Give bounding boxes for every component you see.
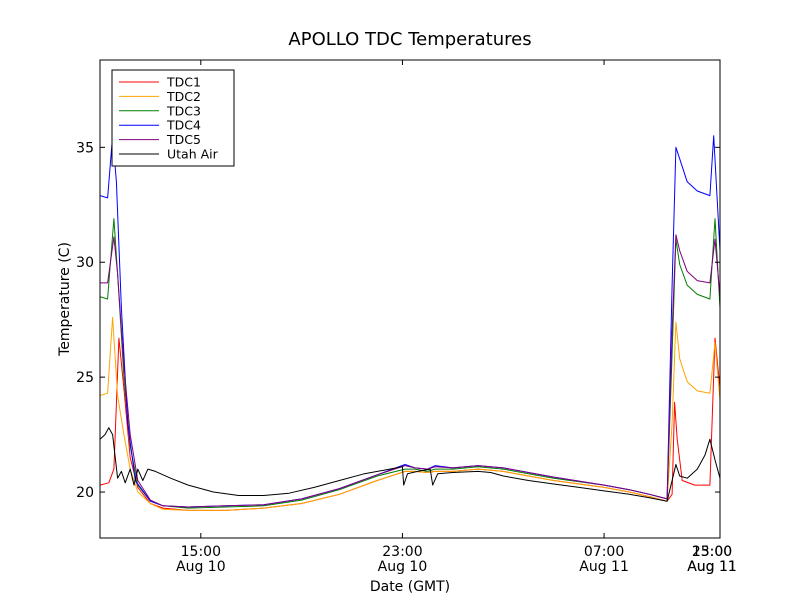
legend-label-tdc5: TDC5	[166, 132, 201, 147]
series-line-tdc2	[100, 316, 720, 511]
x-tick-label-date: Aug 10	[378, 559, 428, 575]
y-axis: 20 25 30 35	[76, 140, 720, 501]
x-tick-label-time: 23:00	[692, 544, 732, 560]
x-tick-label-date: Aug 11	[687, 559, 737, 575]
y-tick-label: 30	[76, 255, 94, 271]
x-tick-label-time: 23:00	[382, 544, 422, 560]
legend-label-tdc1: TDC1	[166, 75, 201, 90]
y-tick-label: 20	[76, 485, 94, 501]
series-line-utah-air	[100, 427, 720, 502]
chart-title: APOLLO TDC Temperatures	[288, 29, 531, 50]
legend-box	[111, 69, 235, 167]
plot-frame	[99, 59, 721, 539]
x-tick-label-date: Aug 11	[579, 559, 629, 575]
series-line-tdc5	[100, 234, 720, 508]
x-tick-label-time: 07:00	[584, 544, 624, 560]
legend-label-utah-air: Utah Air	[167, 147, 219, 162]
x-tick-label-time: 15:00	[181, 544, 221, 560]
y-tick-label: 25	[76, 370, 94, 386]
y-tick-label: 35	[76, 140, 94, 156]
legend-label-tdc2: TDC2	[166, 89, 201, 104]
y-axis-label: Temperature (C)	[57, 242, 73, 357]
x-tick-label-date: Aug 10	[176, 559, 226, 575]
series-layer	[100, 135, 720, 511]
x-axis-label: Date (GMT)	[370, 579, 450, 595]
legend-label-tdc3: TDC3	[166, 103, 201, 118]
x-tick-label-time: 15:00	[692, 544, 732, 560]
x-tick-label-date: Aug 11	[687, 559, 737, 575]
legend-label-tdc4: TDC4	[166, 118, 201, 133]
